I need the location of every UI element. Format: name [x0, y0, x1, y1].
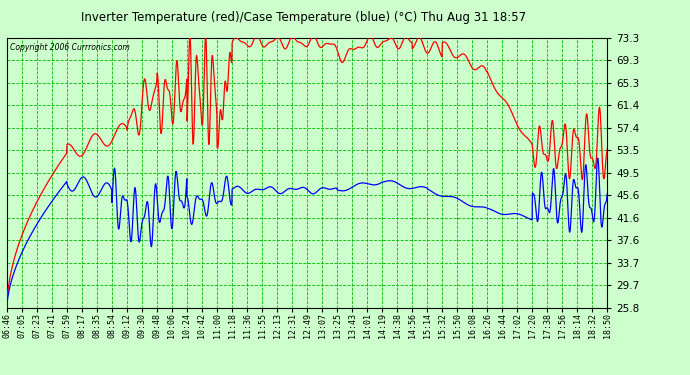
Text: Inverter Temperature (red)/Case Temperature (blue) (°C) Thu Aug 31 18:57: Inverter Temperature (red)/Case Temperat…: [81, 11, 526, 24]
Text: Copyright 2006 Currronics.com: Copyright 2006 Currronics.com: [10, 43, 130, 52]
